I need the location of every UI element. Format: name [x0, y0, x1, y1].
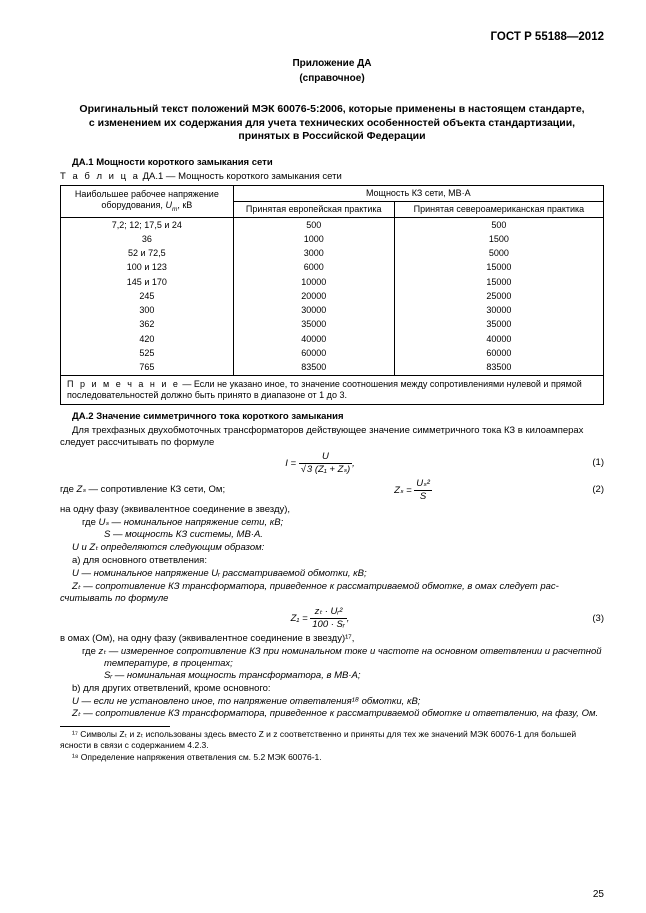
case-b-u: U — если не установлено иное, то напряже… [60, 696, 604, 708]
table-cell: 35000 [233, 318, 394, 332]
title-line-3: принятых в Российской Федерации [60, 130, 604, 143]
table-cell: 6000 [233, 261, 394, 275]
footnote-rule [60, 726, 170, 727]
table-cell: 40000 [394, 332, 603, 346]
formula-3-after: в омах (Ом), на одну фазу (эквивалентное… [60, 633, 604, 645]
appendix-sublabel: (справочное) [60, 73, 604, 86]
col-eu-header: Принятая европейская практика [233, 201, 394, 217]
page: ГОСТ Р 55188—2012 Приложение ДА (справоч… [0, 0, 646, 913]
case-b-z: Zₜ — сопротивление КЗ трансформатора, пр… [60, 708, 604, 720]
col-voltage-header: Наибольшее рабочее напряжение оборудован… [61, 185, 234, 218]
table-cell: 10000 [233, 275, 394, 289]
table-row: 5256000060000 [61, 346, 604, 360]
table-cell: 245 [61, 289, 234, 303]
case-a-z: Zₜ — сопротивление КЗ трансформатора, пр… [60, 581, 604, 605]
table-cell: 60000 [233, 346, 394, 360]
document-id: ГОСТ Р 55188—2012 [60, 30, 604, 44]
table-row: 145 и 1701000015000 [61, 275, 604, 289]
table-cell: 83500 [233, 361, 394, 376]
table-cell: 35000 [394, 318, 603, 332]
table-cell: 525 [61, 346, 234, 360]
table-row: 2452000025000 [61, 289, 604, 303]
where-list-1: где Uₛ — номинальное напряжение сети, кВ… [60, 517, 604, 541]
table-cell: 420 [61, 332, 234, 346]
table-cell: 15000 [394, 261, 603, 275]
table-row: 100 и 123600015000 [61, 261, 604, 275]
section-da2-heading: ДА.2 Значение симметричного тока коротко… [60, 411, 604, 423]
table-cell: 5000 [394, 247, 603, 261]
table-cell: 25000 [394, 289, 603, 303]
table-row: 4204000040000 [61, 332, 604, 346]
table-cell: 500 [394, 218, 603, 233]
footnote-17: ¹⁷ Символы Zₜ и zₜ использованы здесь вм… [60, 729, 604, 750]
table-cell: 40000 [233, 332, 394, 346]
uz-line: U и Zₜ определяются следующим образом: [60, 542, 604, 554]
table-row: 7,2; 12; 17,5 и 24500500 [61, 218, 604, 233]
formula-2: где Zₛ — сопротивление КЗ сети, Ом; Zₛ =… [60, 478, 604, 503]
case-b: b) для других ответвлений, кроме основно… [60, 683, 604, 695]
title-block: Оригинальный текст положений МЭК 60076-5… [60, 103, 604, 142]
table-note: П р и м е ч а н и е — Если не указано ин… [61, 375, 604, 405]
appendix-label: Приложение ДА [60, 58, 604, 71]
col-power-header: Мощность КЗ сети, МВ·А [233, 185, 603, 201]
col-na-header: Принятая североамериканская практика [394, 201, 603, 217]
table-da1: Наибольшее рабочее напряжение оборудован… [60, 185, 604, 406]
formula-3: Z₁ = zₜ · Uᵣ² 100 · Sᵣ , (3) [60, 606, 604, 631]
table-cell: 30000 [394, 304, 603, 318]
table-cell: 500 [233, 218, 394, 233]
table-row: 3003000030000 [61, 304, 604, 318]
table-cell: 30000 [233, 304, 394, 318]
section-da1-heading: ДА.1 Мощности короткого замыкания сети [60, 157, 604, 169]
table-cell: 83500 [394, 361, 603, 376]
table-cell: 3000 [233, 247, 394, 261]
table-cell: 52 и 72,5 [61, 247, 234, 261]
table-row: 52 и 72,530005000 [61, 247, 604, 261]
per-phase-note: на одну фазу (эквивалентное соединение в… [60, 504, 604, 516]
table-cell: 1000 [233, 232, 394, 246]
table-cell: 60000 [394, 346, 603, 360]
table-cell: 100 и 123 [61, 261, 234, 275]
title-line-2: с изменением их содержания для учета тех… [60, 117, 604, 130]
page-number: 25 [593, 889, 604, 902]
table-cell: 20000 [233, 289, 394, 303]
table-cell: 300 [61, 304, 234, 318]
footnote-18: ¹⁸ Определение напряжения ответвления см… [60, 752, 604, 763]
formula-1: I = U √3 (Z₁ + Zₛ) , (1) [60, 451, 604, 476]
where-list-2: где zₜ — измеренное сопротивление КЗ при… [60, 646, 604, 682]
formula-2-number: (2) [580, 484, 604, 496]
table-da1-caption: Т а б л и ц а ДА.1 — Мощность короткого … [60, 171, 604, 183]
table-row: 7658350083500 [61, 361, 604, 376]
table-cell: 15000 [394, 275, 603, 289]
table-cell: 36 [61, 232, 234, 246]
table-cell: 1500 [394, 232, 603, 246]
table-cell: 145 и 170 [61, 275, 234, 289]
case-a-u: U — номинальное напряжение Uᵣ рассматрив… [60, 568, 604, 580]
formula-3-number: (3) [580, 613, 604, 625]
table-cell: 7,2; 12; 17,5 и 24 [61, 218, 234, 233]
da2-intro: Для трехфазных двухобмоточных трансформа… [60, 425, 604, 449]
title-line-1: Оригинальный текст положений МЭК 60076-5… [60, 103, 604, 116]
table-row: 3623500035000 [61, 318, 604, 332]
formula-1-number: (1) [580, 457, 604, 469]
case-a: а) для основного ответвления: [60, 555, 604, 567]
table-cell: 765 [61, 361, 234, 376]
table-cell: 362 [61, 318, 234, 332]
table-row: 3610001500 [61, 232, 604, 246]
